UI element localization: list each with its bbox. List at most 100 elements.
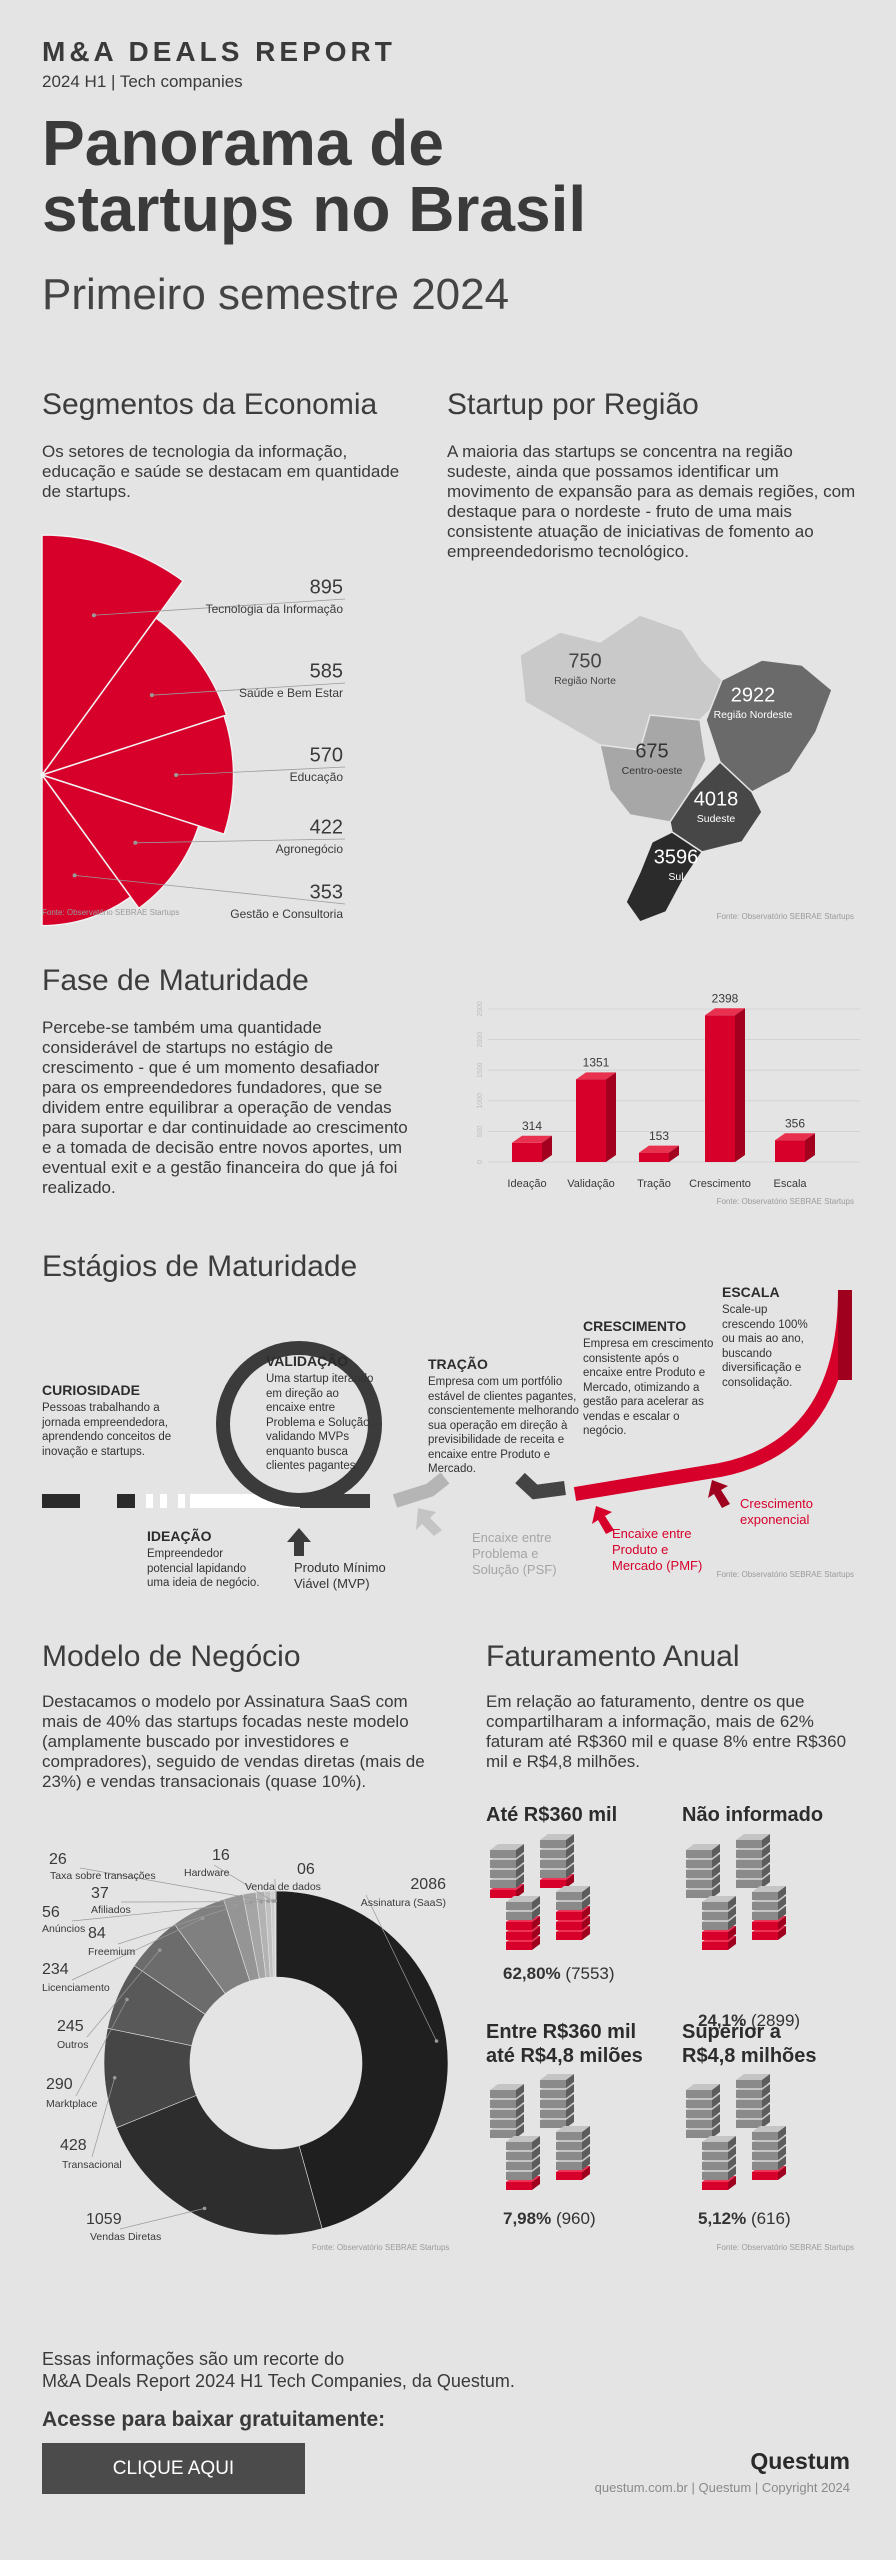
server-front (490, 1890, 516, 1898)
value-label: 2086 (410, 1876, 446, 1893)
server-side (516, 1884, 524, 1898)
leader-dot (91, 613, 96, 618)
server-front (702, 2142, 728, 2150)
stage-text: Empresa com um portfólio estável de clie… (428, 1376, 579, 1475)
server-side (762, 1874, 770, 1888)
group-share: 62,80% (7553) (503, 1964, 615, 1984)
path-dash (42, 1494, 80, 1508)
server-front (686, 2130, 712, 2138)
category-label: Marktplace (46, 2098, 98, 2110)
server-front (752, 1912, 778, 1920)
server-front (752, 1922, 778, 1930)
region-name: Região Norte (554, 675, 616, 687)
server-side (516, 2094, 524, 2108)
leader-line (91, 2077, 116, 2158)
arrow (287, 1528, 311, 1556)
section-title: Estágios de Maturidade (42, 1250, 358, 1283)
server-front (506, 1912, 532, 1920)
server-side (566, 1844, 574, 1858)
server-side (728, 1916, 736, 1930)
leader-dot (202, 2206, 207, 2211)
rose-wedge (39, 714, 235, 836)
region-shape (625, 831, 704, 923)
server-front (490, 1860, 516, 1868)
server-top (752, 1886, 786, 1892)
server-side (728, 1906, 736, 1920)
logo: Questum (750, 2448, 850, 2474)
section-text: Percebe-se também uma quantidade conside… (42, 1018, 408, 1197)
server-front (540, 1860, 566, 1868)
stage-title: CRESCIMENTO (583, 1318, 687, 1334)
x-tick-label: Ideação (507, 1178, 546, 1190)
server-side (516, 1864, 524, 1878)
server-side (532, 1896, 540, 1910)
download-button[interactable]: CLIQUE AQUI (42, 2443, 305, 2494)
server-side (566, 2084, 574, 2098)
category-label: Anúncios (42, 1923, 85, 1935)
server-side (516, 2114, 524, 2128)
server-side (582, 1926, 590, 1940)
server-top (506, 1896, 540, 1902)
server-side (516, 2084, 524, 2098)
value-label: 356 (785, 1116, 805, 1130)
server-side (566, 1834, 574, 1848)
server-front (490, 2120, 516, 2128)
server-top (702, 1896, 736, 1902)
section-title: Segmentos da Economia (42, 388, 378, 421)
server-side (582, 2126, 590, 2140)
server-top (736, 2074, 770, 2080)
path-dash (178, 1494, 185, 1508)
category-label: Hardware (184, 1867, 230, 1879)
server-front (540, 1880, 566, 1888)
path-chevron (515, 1472, 566, 1500)
value-label: 234 (42, 1961, 69, 1978)
server-side (566, 2074, 574, 2088)
server-top (540, 2074, 574, 2080)
y-tick-label: 500 (477, 1125, 484, 1137)
leader-dot (434, 2039, 439, 2043)
value-label: 16 (212, 1847, 230, 1864)
arrow (708, 1480, 730, 1508)
server-front (686, 2120, 712, 2128)
server-side (566, 2094, 574, 2108)
group-share: 5,12% (616) (698, 2209, 791, 2229)
leader-line (86, 1949, 161, 2038)
server-front (736, 2100, 762, 2108)
server-front (686, 1870, 712, 1878)
bar (512, 1142, 542, 1162)
leader-dot (112, 2075, 117, 2080)
server-side (778, 2126, 786, 2140)
value-label: 585 (310, 660, 343, 682)
server-side (778, 2136, 786, 2150)
path-dash (117, 1494, 135, 1508)
edition: 2024 H1 | Tech companies (42, 72, 243, 91)
share: 5,12% (698, 2209, 747, 2228)
server-front (702, 2162, 728, 2170)
region-name: Sul (668, 871, 683, 883)
leader-dot (174, 773, 179, 777)
region-name: Centro-oeste (622, 765, 683, 777)
server-top (702, 2136, 736, 2142)
server-front (540, 2090, 566, 2098)
leader-dot (259, 1899, 263, 1904)
leader-line (365, 1894, 437, 2042)
server-top (490, 2084, 524, 2090)
stage-text: Uma startup iterando em direção ao encai… (266, 1373, 374, 1472)
y-tick-label: 2500 (477, 1001, 484, 1017)
group-label: até R$4,8 milões (486, 2045, 643, 2067)
value-label: 26 (49, 1851, 67, 1868)
share: 62,80% (503, 1964, 561, 1983)
count: (2899) (750, 2011, 801, 2030)
server-side (762, 2084, 770, 2098)
title: Panorama de (42, 107, 444, 179)
server-front (686, 1860, 712, 1868)
category-label: Educação (290, 770, 344, 784)
bar (775, 1140, 805, 1162)
source: Fonte: Observatório SEBRAE Startups (716, 912, 854, 921)
leader-dot (133, 840, 138, 845)
cta: Acesse para baixar gratuitamente: (42, 2408, 386, 2431)
section-text: Os setores de tecnologia da informação, … (42, 442, 400, 501)
stage-title: ESCALA (722, 1284, 780, 1300)
bar-top (705, 1008, 745, 1016)
server-front (540, 2110, 566, 2118)
